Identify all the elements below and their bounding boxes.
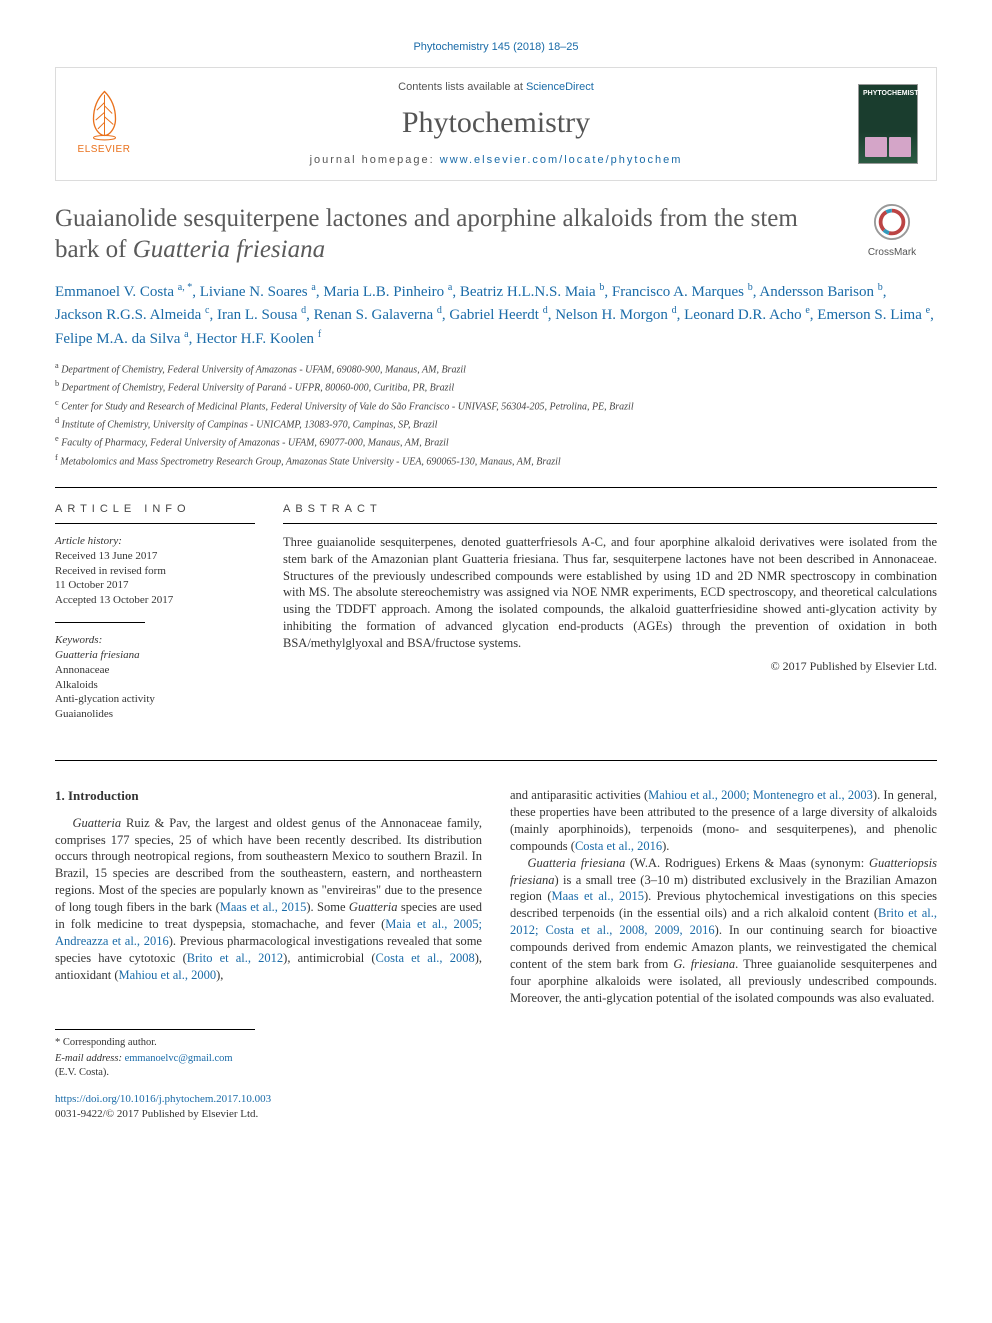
citation-top: Phytochemistry 145 (2018) 18–25 <box>55 40 937 55</box>
affiliation-line: b Department of Chemistry, Federal Unive… <box>55 378 937 395</box>
journal-title: Phytochemistry <box>152 103 840 144</box>
elsevier-logo: ELSEVIER <box>74 86 134 161</box>
intro-paragraph: Guatteria friesiana (W.A. Rodrigues) Erk… <box>510 855 937 1007</box>
article-info-heading: ARTICLE INFO <box>55 502 255 524</box>
doi-link[interactable]: https://doi.org/10.1016/j.phytochem.2017… <box>55 1093 271 1105</box>
divider <box>55 622 145 623</box>
crossmark-label: CrossMark <box>847 246 937 260</box>
doi-block: https://doi.org/10.1016/j.phytochem.2017… <box>55 1092 937 1122</box>
abstract-column: ABSTRACT Three guaianolide sesquiterpene… <box>283 502 937 736</box>
keyword-line: Anti-glycation activity <box>55 692 255 707</box>
keyword-line: Guatteria friesiana <box>55 648 255 663</box>
contents-line: Contents lists available at ScienceDirec… <box>152 80 840 95</box>
history-label: Article history: <box>55 535 122 547</box>
keyword-line: Alkaloids <box>55 678 255 693</box>
section-heading-intro: 1. Introduction <box>55 787 482 805</box>
keyword-line: Annonaceae <box>55 663 255 678</box>
journal-header: ELSEVIER Contents lists available at Sci… <box>55 67 937 181</box>
intro-paragraph: Guatteria Ruiz & Pav, the largest and ol… <box>55 815 482 984</box>
corresponding-author: * Corresponding author. <box>55 1036 255 1050</box>
corresponding-email-link[interactable]: emmanoelvc@gmail.com <box>125 1053 233 1064</box>
affiliation-line: f Metabolomics and Mass Spectrometry Res… <box>55 452 937 469</box>
affiliation-line: e Faculty of Pharmacy, Federal Universit… <box>55 433 937 450</box>
publisher-brand: ELSEVIER <box>78 143 131 157</box>
journal-cover-thumbnail: PHYTOCHEMISTRY <box>858 84 918 164</box>
history-line: 11 October 2017 <box>55 578 255 593</box>
keywords-label: Keywords: <box>55 634 102 646</box>
homepage-line: journal homepage: www.elsevier.com/locat… <box>152 153 840 168</box>
affiliation-line: d Institute of Chemistry, University of … <box>55 415 937 432</box>
keyword-line: Guaianolides <box>55 707 255 722</box>
crossmark-icon <box>873 203 911 241</box>
affiliation-line: c Center for Study and Research of Medic… <box>55 397 937 414</box>
sciencedirect-link[interactable]: ScienceDirect <box>526 81 594 93</box>
email-owner: (E.V. Costa). <box>55 1067 109 1078</box>
history-line: Received in revised form <box>55 564 255 579</box>
crossmark-badge[interactable]: CrossMark <box>847 203 937 259</box>
history-line: Received 13 June 2017 <box>55 549 255 564</box>
issn-copyright: 0031-9422/© 2017 Published by Elsevier L… <box>55 1107 937 1122</box>
elsevier-tree-icon <box>77 86 132 141</box>
affiliation-line: a Department of Chemistry, Federal Unive… <box>55 360 937 377</box>
homepage-prefix: journal homepage: <box>310 154 440 166</box>
abstract-copyright: © 2017 Published by Elsevier Ltd. <box>283 658 937 674</box>
abstract-heading: ABSTRACT <box>283 502 937 524</box>
contents-prefix: Contents lists available at <box>398 81 526 93</box>
abstract-text: Three guaianolide sesquiterpenes, denote… <box>283 534 937 652</box>
divider <box>55 487 937 488</box>
article-title: Guaianolide sesquiterpene lactones and a… <box>55 203 831 266</box>
footnotes: * Corresponding author. E-mail address: … <box>55 1029 255 1081</box>
homepage-link[interactable]: www.elsevier.com/locate/phytochem <box>440 154 683 166</box>
email-label: E-mail address: <box>55 1053 122 1064</box>
cover-title: PHYTOCHEMISTRY <box>863 89 913 98</box>
history-line: Accepted 13 October 2017 <box>55 593 255 608</box>
authors-list: Emmanoel V. Costa a, *, Liviane N. Soare… <box>55 280 937 351</box>
affiliations: a Department of Chemistry, Federal Unive… <box>55 360 937 469</box>
article-info-column: ARTICLE INFO Article history: Received 1… <box>55 502 255 736</box>
body-columns: 1. Introduction Guatteria Ruiz & Pav, th… <box>55 787 937 1006</box>
intro-paragraph: and antiparasitic activities (Mahiou et … <box>510 787 937 855</box>
